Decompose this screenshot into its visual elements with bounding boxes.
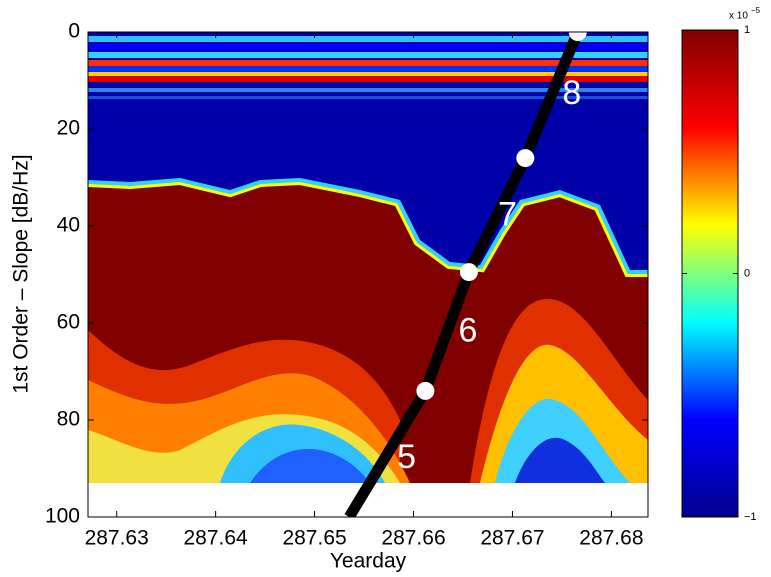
colorbar-multiplier: x 10 (729, 11, 748, 22)
x-axis-label: Yearday (330, 550, 407, 573)
x-tick-label: 287.68 (579, 527, 643, 550)
x-tick-label: 287.65 (282, 527, 346, 550)
annotation: 6 (458, 312, 477, 350)
colorbar-tick-label: −1 (744, 511, 757, 523)
waypoint (568, 32, 587, 41)
x-tick-label: 287.63 (85, 527, 149, 550)
waypoint (516, 149, 535, 168)
y-tick-label: 60 (57, 311, 80, 334)
annotation: 7 (498, 195, 517, 233)
annotation: 5 (397, 438, 416, 476)
colorbar (681, 29, 739, 518)
colorbar-tick-label: 0 (744, 267, 750, 279)
x-tick-label: 287.67 (480, 527, 544, 550)
colorbar-exponent: −5 (751, 6, 761, 15)
y-tick-label: 80 (57, 408, 80, 431)
waypoint (459, 263, 478, 282)
colorbar-tick-label: 1 (744, 24, 750, 36)
annotation: 8 (562, 74, 581, 112)
y-tick-label: 40 (57, 214, 80, 237)
heatmap (88, 32, 648, 517)
overlay (344, 32, 587, 517)
x-tick-label: 287.66 (381, 527, 445, 550)
y-axis-label: 1st Order – Slope [dB/Hz] (10, 154, 33, 393)
plot-frame (87, 31, 649, 518)
waypoint (416, 381, 435, 400)
y-tick-label: 100 (45, 505, 80, 528)
y-tick-label: 0 (68, 20, 80, 43)
y-tick-label: 20 (57, 117, 80, 140)
x-tick-label: 287.64 (184, 527, 249, 550)
